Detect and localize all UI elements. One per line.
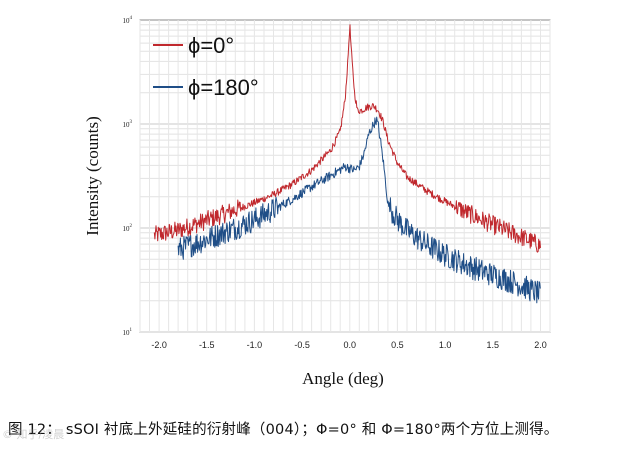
legend-label: ϕ=180° bbox=[188, 75, 259, 100]
legend: ϕ=0° ϕ=180° bbox=[153, 33, 259, 100]
x-tick-label: -1.0 bbox=[247, 340, 263, 350]
y-tick-label: 103 bbox=[123, 120, 133, 129]
x-tick-label: 1.5 bbox=[487, 340, 500, 350]
y-ticks: 101 102 103 104 bbox=[123, 16, 133, 337]
y-tick-label: 102 bbox=[123, 224, 133, 233]
x-tick-label: -2.0 bbox=[151, 340, 167, 350]
plot-area bbox=[139, 19, 551, 333]
x-tick-label: 1.0 bbox=[439, 340, 452, 350]
y-tick-label: 101 bbox=[123, 328, 133, 337]
y-tick-label: 104 bbox=[123, 16, 133, 25]
x-tick-label: 0.0 bbox=[344, 340, 357, 350]
series-line-1 bbox=[153, 24, 541, 253]
xrd-chart: -2.0 -1.5 -1.0 -0.5 0.0 0.5 1.0 1.5 2.0 10110210… bbox=[83, 16, 551, 388]
x-ticks: -2.0 -1.5 -1.0 -0.5 0.0 0.5 1.0 1.5 2.0 bbox=[151, 340, 546, 350]
x-tick-label: 0.5 bbox=[391, 340, 404, 350]
x-tick-label: -0.5 bbox=[294, 340, 310, 350]
y-axis-label: Intensity (counts) bbox=[83, 116, 102, 235]
figure-caption: 图 12： sSOI 衬底上外延硅的衍射峰（004）；Φ=0° 和 Φ=180°… bbox=[8, 422, 559, 438]
grid bbox=[139, 20, 551, 333]
x-tick-label: 2.0 bbox=[534, 340, 547, 350]
series-line-2 bbox=[177, 116, 541, 304]
x-tick-label: -1.5 bbox=[199, 340, 215, 350]
watermark: © 知乎/凌晨 bbox=[2, 428, 65, 441]
legend-label: ϕ=0° bbox=[188, 33, 234, 58]
x-axis-label: Angle (deg) bbox=[302, 369, 384, 388]
series-group bbox=[153, 24, 541, 304]
